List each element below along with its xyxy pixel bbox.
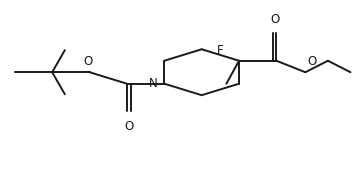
- Text: N: N: [149, 77, 158, 90]
- Text: F: F: [217, 44, 223, 57]
- Text: O: O: [270, 13, 279, 26]
- Text: O: O: [307, 55, 316, 68]
- Text: O: O: [83, 55, 92, 68]
- Text: O: O: [124, 120, 133, 133]
